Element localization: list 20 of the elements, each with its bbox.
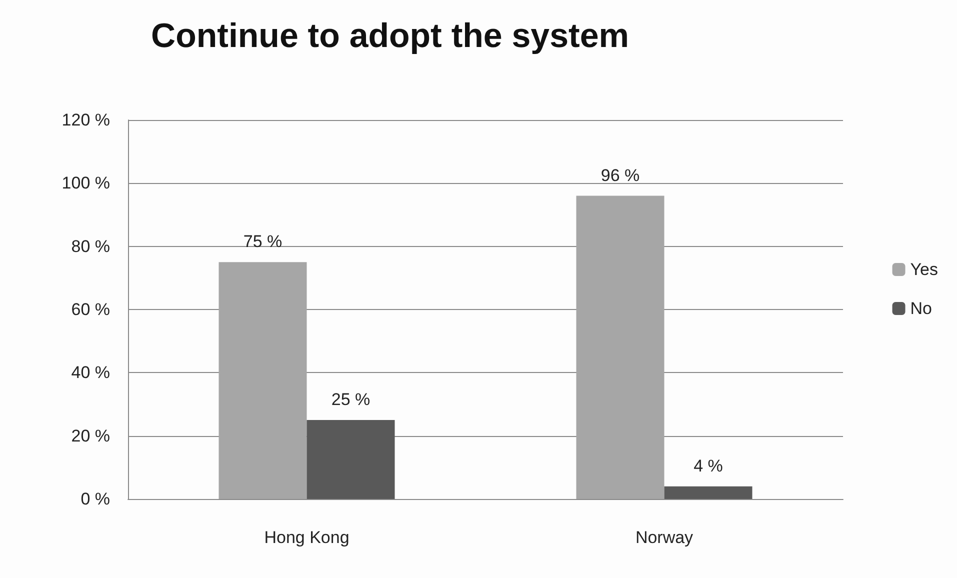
data-label: 4 % <box>694 456 723 476</box>
bar <box>306 420 395 499</box>
bar <box>576 196 664 499</box>
x-tick-label: Norway <box>635 528 694 547</box>
bar <box>218 262 307 499</box>
y-tick-label: 40 % <box>71 363 110 382</box>
data-label: 96 % <box>600 166 640 185</box>
y-tick-label: 20 % <box>71 426 110 446</box>
data-label: 25 % <box>331 390 370 410</box>
y-tick-label: 0 % <box>80 490 110 508</box>
y-tick-label: 80 % <box>71 236 110 256</box>
bar <box>664 486 752 499</box>
legend-label: No <box>910 299 932 318</box>
data-label: 75 % <box>243 232 282 252</box>
y-tick-label: 60 % <box>71 300 110 319</box>
x-tick-label: Hong Kong <box>264 528 350 547</box>
y-tick-label: 120 % <box>62 110 110 130</box>
y-tick-label: 100 % <box>62 174 110 193</box>
legend-label: Yes <box>910 260 938 279</box>
chart-title: Continue to adopt the system <box>151 17 629 55</box>
